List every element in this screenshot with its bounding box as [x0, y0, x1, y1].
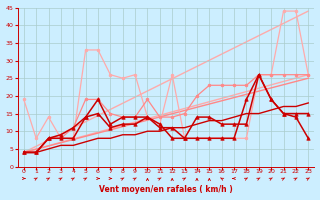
X-axis label: Vent moyen/en rafales ( km/h ): Vent moyen/en rafales ( km/h ) — [99, 185, 233, 194]
